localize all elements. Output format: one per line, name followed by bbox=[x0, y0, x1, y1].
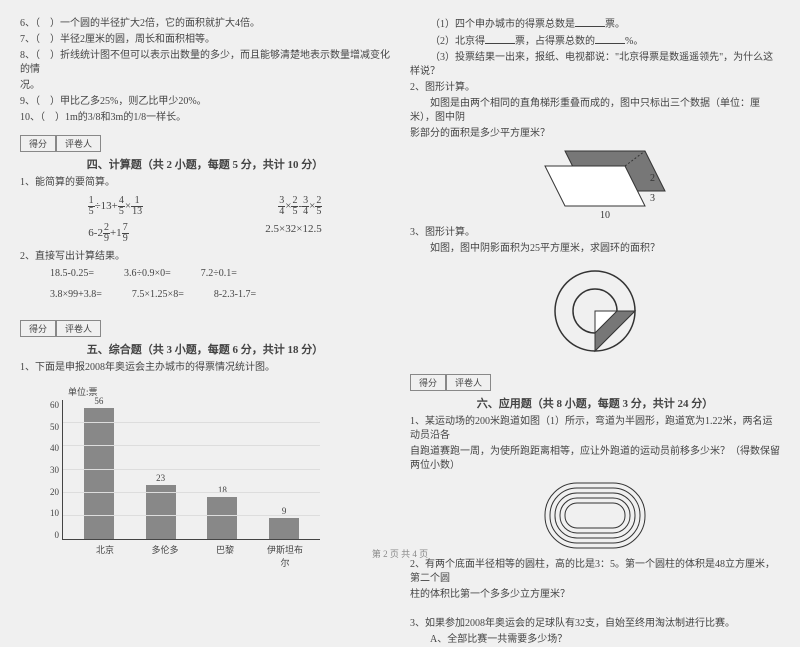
g2b: 影部分的面积是多少平方厘米？ bbox=[410, 127, 780, 141]
section-4-title: 四、计算题（共 2 小题，每题 5 分，共计 10 分） bbox=[20, 156, 390, 172]
calc-1: 1、能简算的要简算。 bbox=[20, 176, 390, 190]
section-5-title: 五、综合题（共 3 小题，每题 6 分，共计 18 分） bbox=[20, 341, 390, 357]
eq2: 34×25-34×25 bbox=[278, 196, 322, 217]
q8a: 8、（ ）折线统计图不但可以表示出数量的多少，而且能够清楚地表示数量增减变化的情 bbox=[20, 49, 390, 77]
rq3: （3）投票结果一出来，报纸、电视都说："北京得票是数遥遥领先"，为什么这样说？ bbox=[410, 51, 780, 79]
score-box: 得分 bbox=[20, 135, 56, 152]
g3a: 如图，图中阴影面积为25平方厘米，求圆环的面积？ bbox=[410, 242, 780, 256]
g2: 2、图形计算。 bbox=[410, 81, 780, 95]
a1b: 自跑道赛跑一周，为使所跑距离相等，应让外跑道的运动员前移多少米？（得数保留两位小… bbox=[410, 445, 780, 473]
r1c: 7.2÷0.1= bbox=[201, 268, 237, 279]
grader-box: 评卷人 bbox=[56, 135, 101, 152]
section-6-title: 六、应用题（共 8 小题，每题 3 分，共计 24 分） bbox=[410, 395, 780, 411]
eq-row-1: 15÷13+45×113 34×25-34×25 bbox=[20, 196, 390, 217]
chart-yaxis: 6050403020100 bbox=[50, 400, 62, 540]
a1a: 1、某运动场的200米跑道如图（1）所示，弯道为半圆形，跑道宽为1.22米，两名… bbox=[410, 415, 780, 443]
chart-plot: 5623189 bbox=[62, 400, 320, 540]
rq1: （1）四个申办城市的得票总数是票。 bbox=[410, 17, 780, 32]
eq1: 15÷13+45×113 bbox=[88, 196, 143, 217]
r2b: 7.5×1.25×8= bbox=[132, 289, 184, 300]
calc-2: 2、直接写出计算结果。 bbox=[20, 250, 390, 264]
r1b: 3.6÷0.9×0= bbox=[124, 268, 171, 279]
score-box-5: 得分 bbox=[20, 320, 56, 337]
r2c: 8-2.3-1.7= bbox=[214, 289, 256, 300]
section-4-header: 得分 评卷人 bbox=[20, 127, 390, 152]
ring-figure bbox=[545, 261, 645, 361]
q10: 10、（ ）1m的3/8和3m的1/8一样长。 bbox=[20, 111, 390, 125]
g3: 3、图形计算。 bbox=[410, 226, 780, 240]
right-column: （1）四个申办城市的得票总数是票。 （2）北京得票，占得票总数的%。 （3）投票… bbox=[400, 10, 790, 555]
a2a: 2、有两个底面半径相等的圆柱，高的比是3：5。第一个圆柱的体积是48立方厘米，第… bbox=[410, 558, 780, 586]
eq3: 6-229+179 bbox=[88, 223, 128, 244]
a3a: 3、如果参加2008年奥运会的足球队有32支，自始至终用淘汰制进行比赛。 bbox=[410, 617, 780, 631]
eq-row-2: 6-229+179 2.5×32×12.5 bbox=[20, 223, 390, 244]
track-figure bbox=[510, 478, 680, 553]
q7: 7、（ ）半径2厘米的圆，周长和面积相等。 bbox=[20, 33, 390, 47]
g2a: 如图是由两个相同的直角梯形重叠而成的，图中只标出三个数据（单位：厘米），图中阴 bbox=[410, 97, 780, 125]
r2a: 3.8×99+3.8= bbox=[50, 289, 102, 300]
grader-box-6: 评卷人 bbox=[446, 374, 491, 391]
s1: 1、下面是申报2008年奥运会主办城市的得票情况统计图。 bbox=[20, 361, 390, 375]
svg-text:10: 10 bbox=[600, 210, 610, 221]
score-box-6: 得分 bbox=[410, 374, 446, 391]
svg-text:2: 2 bbox=[650, 173, 655, 184]
q9: 9、（ ）甲比乙多25%，则乙比甲少20%。 bbox=[20, 95, 390, 109]
a3b: A、全部比赛一共需要多少场？ bbox=[410, 633, 780, 647]
eq4: 2.5×32×12.5 bbox=[265, 223, 321, 244]
page-footer: 第 2 页 共 4 页 bbox=[0, 547, 800, 560]
result-row-2: 3.8×99+3.8= 7.5×1.25×8= 8-2.3-1.7= bbox=[20, 289, 390, 300]
q8b: 况。 bbox=[20, 79, 390, 93]
q6: 6、（ ）一个圆的半径扩大2倍，它的面积就扩大4倍。 bbox=[20, 17, 390, 31]
svg-text:3: 3 bbox=[650, 193, 655, 204]
bar-chart: 单位:票 6050403020100 5623189 北京多伦多巴黎伊斯坦布尔 bbox=[50, 385, 320, 569]
result-row-1: 18.5-0.25= 3.6÷0.9×0= 7.2÷0.1= bbox=[20, 268, 390, 279]
r1a: 18.5-0.25= bbox=[50, 268, 94, 279]
section-6-header: 得分 评卷人 bbox=[410, 366, 780, 391]
trapezoid-figure: 2 3 10 bbox=[515, 146, 675, 221]
left-column: 6、（ ）一个圆的半径扩大2倍，它的面积就扩大4倍。 7、（ ）半径2厘米的圆，… bbox=[10, 10, 400, 555]
a2b: 柱的体积比第一个多多少立方厘米？ bbox=[410, 588, 780, 602]
grader-box-5: 评卷人 bbox=[56, 320, 101, 337]
rq2: （2）北京得票，占得票总数的%。 bbox=[410, 34, 780, 49]
section-5-header: 得分 评卷人 bbox=[20, 312, 390, 337]
